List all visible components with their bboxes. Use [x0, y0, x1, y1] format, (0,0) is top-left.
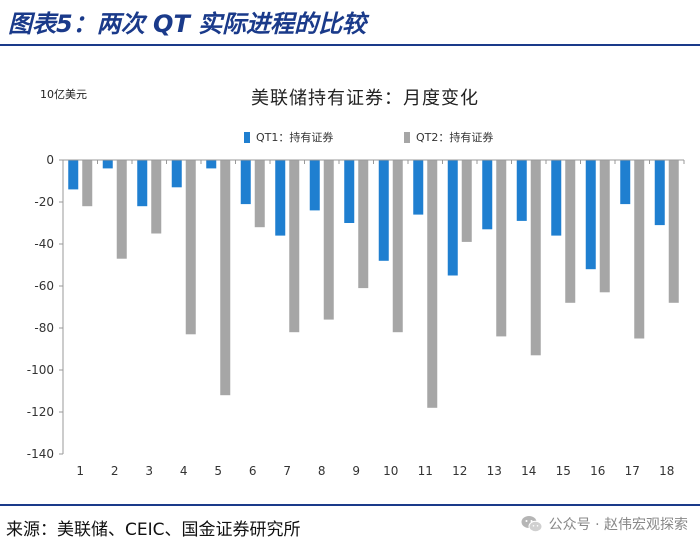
x-tick-label: 4 — [180, 464, 188, 478]
bar-qt2 — [116, 160, 127, 259]
legend-label-qt2: QT2：持有证券 — [416, 131, 494, 144]
bar-qt2 — [358, 160, 369, 289]
figure-title: 图表5：两次 QT 实际进程的比较 — [8, 10, 367, 38]
x-tick-label: 1 — [76, 464, 84, 478]
x-tick-label: 18 — [659, 464, 674, 478]
bar-qt1 — [482, 160, 493, 230]
x-tick-label: 14 — [521, 464, 536, 478]
bar-qt2 — [599, 160, 610, 293]
x-tick-label: 7 — [283, 464, 291, 478]
legend-swatch-qt1 — [244, 131, 250, 143]
bar-qt2 — [254, 160, 265, 228]
bar-qt1 — [275, 160, 286, 236]
y-tick-label: -40 — [34, 237, 54, 251]
source-note: 来源：美联储、CEIC、国金证券研究所 — [6, 520, 301, 540]
x-tick-label: 3 — [145, 464, 153, 478]
x-tick-label: 17 — [625, 464, 640, 478]
x-tick-label: 11 — [418, 464, 433, 478]
bar-qt1 — [68, 160, 79, 190]
bar-qt1 — [102, 160, 113, 169]
x-tick-label: 10 — [383, 464, 398, 478]
bar-qt1 — [516, 160, 527, 221]
bar-qt1 — [240, 160, 251, 205]
bar-qt1 — [413, 160, 424, 215]
watermark: 公众号 · 赵伟宏观探索 — [521, 512, 688, 536]
x-tick-label: 13 — [487, 464, 502, 478]
footer-rule — [0, 504, 700, 506]
bar-qt1 — [551, 160, 562, 236]
bar-qt2 — [392, 160, 403, 333]
bar-qt2 — [220, 160, 231, 396]
bar-qt2 — [82, 160, 93, 207]
bar-qt1 — [654, 160, 665, 226]
bar-qt2 — [496, 160, 507, 337]
bar-qt2 — [461, 160, 472, 242]
y-tick-label: -100 — [27, 363, 54, 377]
bar-qt2 — [185, 160, 196, 335]
x-tick-label: 15 — [556, 464, 571, 478]
bar-qt1 — [447, 160, 458, 276]
wechat-icon — [521, 516, 543, 533]
chart-title: 美联储持有证券：月度变化 — [251, 88, 479, 109]
bar-qt2 — [565, 160, 576, 303]
x-tick-label: 2 — [111, 464, 119, 478]
bar-qt1 — [378, 160, 389, 261]
y-tick-label: 0 — [46, 153, 54, 167]
legend-label-qt1: QT1：持有证券 — [256, 131, 334, 144]
y-tick-label: -80 — [34, 321, 54, 335]
bar-qt2 — [427, 160, 438, 408]
y-tick-label: -120 — [27, 405, 54, 419]
y-tick-label: -60 — [34, 279, 54, 293]
header-rule — [0, 44, 700, 46]
legend: QT1：持有证券 QT2：持有证券 — [0, 128, 700, 146]
legend-item-qt1: QT1：持有证券 — [244, 128, 333, 146]
bar-qt1 — [137, 160, 148, 207]
legend-swatch-qt2 — [404, 131, 410, 143]
y-tick-label: -20 — [34, 195, 54, 209]
x-tick-label: 5 — [214, 464, 222, 478]
bar-qt1 — [620, 160, 631, 205]
bar-qt2 — [289, 160, 300, 333]
y-tick-label: -140 — [27, 447, 54, 461]
bar-qt2 — [668, 160, 679, 303]
bar-qt2 — [323, 160, 334, 320]
bar-qt2 — [634, 160, 645, 339]
bar-qt2 — [530, 160, 541, 356]
x-tick-label: 16 — [590, 464, 605, 478]
x-tick-label: 9 — [352, 464, 360, 478]
bar-qt2 — [151, 160, 162, 234]
bar-qt1 — [206, 160, 217, 169]
x-tick-label: 6 — [249, 464, 257, 478]
bar-qt1 — [344, 160, 355, 223]
bar-qt1 — [171, 160, 182, 188]
unit-label: 10亿美元 — [40, 88, 87, 101]
bar-qt1 — [585, 160, 596, 270]
legend-item-qt2: QT2：持有证券 — [404, 128, 493, 146]
x-tick-label: 8 — [318, 464, 326, 478]
watermark-text: 公众号 · 赵伟宏观探索 — [548, 517, 688, 533]
x-tick-label: 12 — [452, 464, 467, 478]
bar-qt1 — [309, 160, 320, 211]
